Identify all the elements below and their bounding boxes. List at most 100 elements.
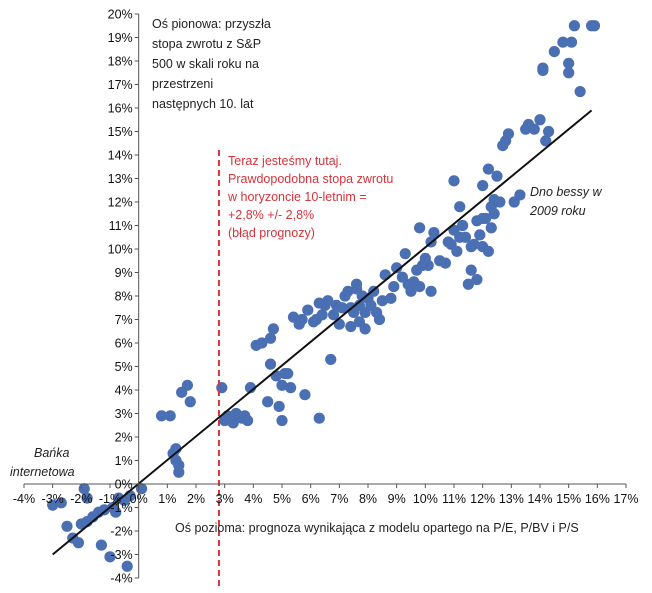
y-tick-label: -4% bbox=[110, 572, 132, 586]
data-point bbox=[227, 417, 239, 429]
y-tick-label: 2% bbox=[115, 431, 133, 445]
data-point bbox=[425, 285, 437, 297]
data-point bbox=[494, 196, 506, 208]
data-point bbox=[373, 313, 386, 326]
data-point bbox=[457, 219, 469, 232]
x-tick-label: 0% bbox=[130, 492, 148, 506]
x-tick-label: 1% bbox=[158, 492, 176, 506]
trend-line bbox=[52, 109, 593, 556]
data-point bbox=[242, 414, 254, 427]
data-point bbox=[313, 412, 325, 424]
data-point bbox=[514, 189, 526, 201]
data-point bbox=[72, 537, 85, 549]
data-point bbox=[534, 114, 546, 126]
data-point bbox=[459, 231, 472, 243]
x-tick-labels: -4% -3% -2% -1% 0% 1% 2% 3% 4% 5% 6% 7% 8% 9% 10% 11% 12… bbox=[13, 492, 639, 506]
x-tick-label: 5% bbox=[273, 492, 291, 506]
annotation-line: Prawdopodobna stopa zwrotu bbox=[228, 172, 393, 186]
x-tick-label: 13% bbox=[499, 492, 524, 506]
data-point bbox=[528, 123, 540, 135]
data-point bbox=[540, 135, 552, 147]
ylabel-line: 500 w skali roku na bbox=[152, 57, 259, 71]
x-tick-label: 14% bbox=[527, 492, 552, 506]
x-tick-label: 8% bbox=[359, 492, 377, 506]
y-tick-label: 5% bbox=[115, 360, 133, 374]
x-tick-label: 17% bbox=[613, 492, 638, 506]
y-tick-label: -2% bbox=[110, 525, 132, 539]
data-point bbox=[173, 466, 185, 478]
data-point bbox=[47, 499, 59, 511]
y-tick-label: 20% bbox=[108, 8, 133, 22]
data-point bbox=[328, 309, 340, 321]
y-tick-label: 1% bbox=[115, 454, 133, 468]
x-tick-label: 12% bbox=[470, 492, 495, 506]
dotcom-bubble-annotation: Bańka internetowa bbox=[10, 446, 75, 479]
data-point bbox=[264, 332, 277, 344]
data-point bbox=[336, 302, 348, 314]
data-point bbox=[588, 20, 601, 32]
y-tick-labels: -4% -3% -2% -1% 0% 1% 2% 3% 4% 5% 6% 7% 8% 9% 10% 11% 12… bbox=[108, 8, 133, 586]
bear-market-bottom-annotation: Dno bessy w 2009 roku bbox=[529, 185, 605, 218]
x-axis-title: Oś pozioma: prognoza wynikająca z modelu… bbox=[175, 521, 579, 535]
data-point bbox=[399, 248, 411, 260]
data-point bbox=[565, 36, 578, 48]
data-point bbox=[468, 238, 480, 250]
y-tick-label: 11% bbox=[109, 219, 133, 233]
data-point bbox=[482, 163, 494, 175]
data-point bbox=[299, 389, 311, 401]
data-point bbox=[95, 539, 107, 551]
data-point bbox=[537, 64, 549, 76]
y-tick-label: 18% bbox=[108, 55, 133, 69]
data-point bbox=[316, 309, 328, 321]
data-point bbox=[302, 304, 314, 316]
data-point bbox=[451, 245, 463, 257]
data-point bbox=[342, 285, 354, 297]
data-point bbox=[388, 281, 400, 293]
y-tick-label: 7% bbox=[115, 313, 133, 327]
data-point bbox=[391, 262, 403, 274]
x-tick-label: 10% bbox=[413, 492, 438, 506]
data-points bbox=[47, 20, 601, 572]
data-point bbox=[491, 170, 503, 182]
y-tick-label: 15% bbox=[108, 125, 133, 139]
data-point bbox=[479, 212, 492, 225]
data-point bbox=[181, 379, 193, 391]
current-estimate-annotation: Teraz jesteśmy tutaj. Prawdopodobna stop… bbox=[227, 154, 397, 240]
y-tick-label: 8% bbox=[115, 290, 133, 304]
y-tick-label: -1% bbox=[110, 501, 132, 515]
annotation-line: w horyzoncie 10-letnim = bbox=[227, 190, 367, 204]
y-tick-label: 12% bbox=[108, 196, 133, 210]
data-point bbox=[454, 201, 466, 213]
x-tick-label: 15% bbox=[556, 492, 581, 506]
y-tick-label: 4% bbox=[115, 384, 133, 398]
data-point bbox=[568, 20, 581, 32]
data-point bbox=[256, 337, 268, 349]
data-point bbox=[574, 85, 586, 98]
data-point bbox=[376, 295, 388, 307]
data-point bbox=[262, 396, 274, 408]
data-point bbox=[325, 353, 337, 366]
y-tick-label: 6% bbox=[115, 337, 133, 351]
y-tick-label: 19% bbox=[108, 31, 133, 45]
data-point bbox=[104, 551, 116, 563]
data-point bbox=[465, 264, 477, 276]
x-tick-label: 16% bbox=[585, 492, 610, 506]
y-tick-label: 17% bbox=[108, 78, 133, 92]
data-point bbox=[296, 313, 308, 326]
y-tick-label: 16% bbox=[108, 102, 133, 116]
data-point bbox=[548, 46, 560, 58]
axis-ticks bbox=[23, 13, 627, 579]
ylabel-line: stopa zwrotu z S&P bbox=[152, 37, 261, 51]
data-point bbox=[81, 492, 93, 504]
data-point bbox=[110, 506, 122, 518]
x-tick-label: 3% bbox=[216, 492, 234, 506]
data-point bbox=[345, 320, 357, 333]
data-point bbox=[156, 410, 168, 422]
annotation-line: Bańka bbox=[34, 446, 69, 460]
data-point bbox=[55, 497, 67, 509]
data-point bbox=[276, 414, 288, 427]
data-point bbox=[385, 292, 397, 304]
ylabel-line: przestrzeni bbox=[152, 77, 213, 91]
data-point bbox=[216, 382, 228, 394]
data-point bbox=[474, 229, 486, 241]
